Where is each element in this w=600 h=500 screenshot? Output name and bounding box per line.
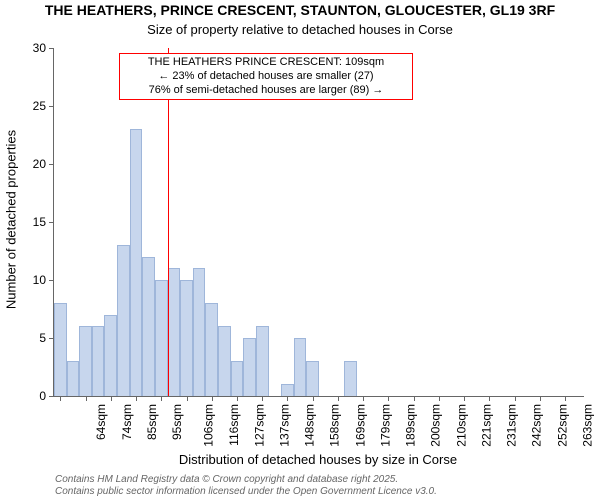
xtick <box>313 396 314 401</box>
xtick-label: 74sqm <box>120 404 134 440</box>
xtick <box>212 396 213 401</box>
chart-title: THE HEATHERS, PRINCE CRESCENT, STAUNTON,… <box>0 2 600 18</box>
xtick-label: 263sqm <box>581 404 595 447</box>
ytick-label: 5 <box>39 331 46 345</box>
xtick-label: 231sqm <box>505 404 519 447</box>
xtick-label: 106sqm <box>202 404 216 447</box>
xtick <box>489 396 490 401</box>
xtick-label: 252sqm <box>555 404 569 447</box>
bar <box>92 326 105 396</box>
ytick <box>49 338 54 339</box>
ytick-label: 25 <box>33 99 46 113</box>
bar <box>193 268 206 396</box>
xtick <box>515 396 516 401</box>
xtick-label: 64sqm <box>94 404 108 440</box>
xtick-label: 221sqm <box>480 404 494 447</box>
xtick <box>363 396 364 401</box>
bar <box>54 303 67 396</box>
bar <box>344 361 357 396</box>
bar <box>117 245 130 396</box>
ytick <box>49 222 54 223</box>
ytick <box>49 280 54 281</box>
xtick <box>287 396 288 401</box>
xtick-label: 116sqm <box>226 404 240 446</box>
bar <box>294 338 307 396</box>
bar <box>180 280 193 396</box>
bar <box>155 280 168 396</box>
xtick-label: 210sqm <box>454 404 468 447</box>
xtick-label: 95sqm <box>170 404 184 440</box>
xtick <box>60 396 61 401</box>
footer-line: Contains public sector information licen… <box>55 486 437 497</box>
ytick <box>49 106 54 107</box>
xtick-label: 189sqm <box>404 404 418 447</box>
xtick <box>565 396 566 401</box>
annotation-box: THE HEATHERS PRINCE CRESCENT: 109sqm ← 2… <box>119 53 413 100</box>
bar <box>281 384 294 396</box>
xtick <box>86 396 87 401</box>
bar <box>205 303 218 396</box>
xtick-label: 137sqm <box>278 404 292 447</box>
xtick-label: 85sqm <box>145 404 159 440</box>
bar <box>218 326 231 396</box>
bar <box>231 361 244 396</box>
plot-area: 05101520253064sqm74sqm85sqm95sqm106sqm11… <box>53 48 584 397</box>
footer-line: Contains HM Land Registry data © Crown c… <box>55 474 398 485</box>
bar <box>142 257 155 396</box>
xtick <box>464 396 465 401</box>
xtick <box>262 396 263 401</box>
ytick-label: 30 <box>33 41 46 55</box>
xtick <box>161 396 162 401</box>
bar <box>79 326 92 396</box>
xtick <box>237 396 238 401</box>
ytick <box>49 48 54 49</box>
ytick <box>49 396 54 397</box>
bar <box>243 338 256 396</box>
xtick <box>111 396 112 401</box>
bar <box>168 268 181 396</box>
xtick-label: 242sqm <box>530 404 544 447</box>
bar <box>306 361 319 396</box>
bar <box>256 326 269 396</box>
xtick <box>388 396 389 401</box>
bar <box>67 361 80 396</box>
chart-root: THE HEATHERS, PRINCE CRESCENT, STAUNTON,… <box>0 0 600 500</box>
xtick-label: 169sqm <box>353 404 367 447</box>
xtick <box>136 396 137 401</box>
xtick-label: 127sqm <box>252 404 266 447</box>
bar <box>104 315 117 396</box>
ytick-label: 0 <box>39 389 46 403</box>
ytick-label: 15 <box>33 215 46 229</box>
bar <box>130 129 143 396</box>
ytick <box>49 164 54 165</box>
xtick-label: 200sqm <box>429 404 443 447</box>
annotation-line: THE HEATHERS PRINCE CRESCENT: 109sqm <box>126 56 406 70</box>
ytick-label: 10 <box>33 273 46 287</box>
y-axis-label: Number of detached properties <box>4 120 19 320</box>
x-axis-label: Distribution of detached houses by size … <box>53 452 583 467</box>
xtick <box>540 396 541 401</box>
xtick <box>338 396 339 401</box>
xtick <box>187 396 188 401</box>
xtick-label: 148sqm <box>303 404 317 447</box>
chart-subtitle: Size of property relative to detached ho… <box>0 22 600 37</box>
xtick-label: 179sqm <box>379 404 393 447</box>
xtick <box>414 396 415 401</box>
xtick-label: 158sqm <box>328 404 342 447</box>
annotation-line: 76% of semi-detached houses are larger (… <box>126 84 406 98</box>
xtick <box>439 396 440 401</box>
ytick-label: 20 <box>33 157 46 171</box>
annotation-line: ← 23% of detached houses are smaller (27… <box>126 70 406 84</box>
